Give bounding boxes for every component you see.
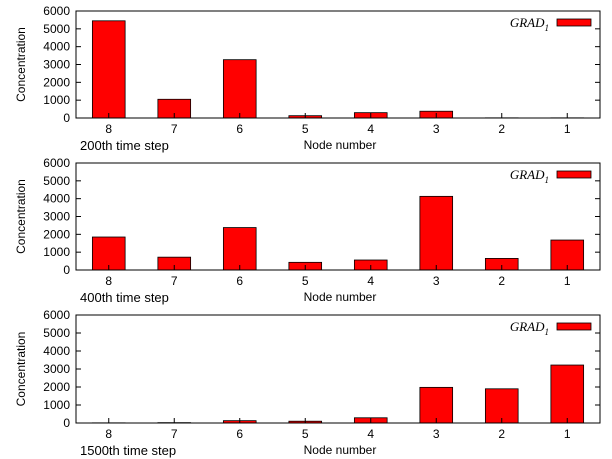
y-axis-title: Concentration: [14, 332, 28, 407]
y-tick-label: 6000: [43, 4, 70, 18]
bar-node-6: [222, 227, 257, 271]
x-tick-label-3: 3: [433, 274, 440, 288]
x-tick-label-6: 6: [236, 122, 243, 136]
bar-node-2: [484, 388, 519, 424]
x-tick-label-1: 1: [564, 274, 571, 288]
y-axis-title: Concentration: [14, 27, 28, 102]
x-tick-label-8: 8: [105, 122, 112, 136]
y-tick-label: 6000: [43, 308, 70, 322]
y-tick-label: 4000: [43, 40, 70, 54]
x-tick-label-3: 3: [433, 122, 440, 136]
x-tick-label-2: 2: [498, 427, 505, 441]
x-tick-label-7: 7: [171, 274, 178, 288]
y-tick-label: 5000: [43, 174, 70, 188]
y-tick-label: 1000: [43, 93, 70, 107]
legend-label: GRAD1: [510, 15, 549, 33]
y-tick-label: 4000: [43, 192, 70, 206]
x-tick-label-1: 1: [564, 427, 571, 441]
x-axis-title: Node number: [304, 443, 377, 457]
time-step-label: 400th time step: [80, 290, 169, 305]
x-axis-title: Node number: [304, 290, 377, 304]
x-axis-title: Node number: [304, 138, 377, 152]
y-tick-label: 5000: [43, 22, 70, 36]
y-axis-title: Concentration: [14, 179, 28, 254]
y-tick-label: 3000: [43, 58, 70, 72]
y-tick-label: 2000: [43, 227, 70, 241]
y-tick-label: 0: [63, 416, 70, 430]
x-tick-label-4: 4: [367, 274, 374, 288]
y-tick-label: 1000: [43, 245, 70, 259]
x-tick-label-3: 3: [433, 427, 440, 441]
x-tick-label-7: 7: [171, 122, 178, 136]
legend-label: GRAD1: [510, 319, 549, 337]
bar-node-8: [91, 20, 126, 119]
x-tick-label-6: 6: [236, 427, 243, 441]
x-tick-label-5: 5: [302, 122, 309, 136]
y-tick-label: 3000: [43, 362, 70, 376]
y-tick-label: 0: [63, 111, 70, 125]
legend-label: GRAD1: [510, 167, 549, 185]
bar-node-1: [550, 364, 585, 424]
y-tick-label: 2000: [43, 75, 70, 89]
y-tick-label: 4000: [43, 344, 70, 358]
x-tick-label-6: 6: [236, 274, 243, 288]
chart-panel-3: 0 1000 2000 3000 4000 5000 6000 8 7 6 5 4 3 2 1 Concent…: [14, 308, 601, 458]
time-step-label: 1500th time step: [80, 443, 176, 458]
x-tick-label-8: 8: [105, 427, 112, 441]
legend-swatch: [556, 170, 592, 179]
y-tick-label: 6000: [43, 156, 70, 170]
x-tick-label-2: 2: [498, 122, 505, 136]
bar-node-3: [419, 386, 454, 424]
y-tick-label: 1000: [43, 398, 70, 412]
x-tick-label-2: 2: [498, 274, 505, 288]
chart-panel-1: 0 1000 2000 3000 4000 5000 6000 8 7 6 5 4 3 2 1 Concent…: [14, 4, 601, 153]
time-step-label: 200th time step: [80, 138, 169, 153]
x-tick-label-8: 8: [105, 274, 112, 288]
x-tick-label-5: 5: [302, 274, 309, 288]
x-tick-label-4: 4: [367, 122, 374, 136]
y-tick-label: 2000: [43, 380, 70, 394]
x-tick-label-1: 1: [564, 122, 571, 136]
chart-panel-2: 0 1000 2000 3000 4000 5000 6000 8 7 6 5 4 3 2 1 Concent…: [14, 156, 601, 305]
bar-node-1: [550, 239, 585, 271]
x-tick-label-5: 5: [302, 427, 309, 441]
legend-swatch: [556, 322, 592, 331]
bar-node-6: [222, 59, 257, 119]
legend-swatch: [556, 18, 592, 27]
y-tick-label: 0: [63, 263, 70, 277]
y-tick-label: 3000: [43, 210, 70, 224]
y-tick-label: 5000: [43, 326, 70, 340]
x-tick-label-4: 4: [367, 427, 374, 441]
bar-node-3: [419, 195, 454, 271]
x-tick-label-7: 7: [171, 427, 178, 441]
